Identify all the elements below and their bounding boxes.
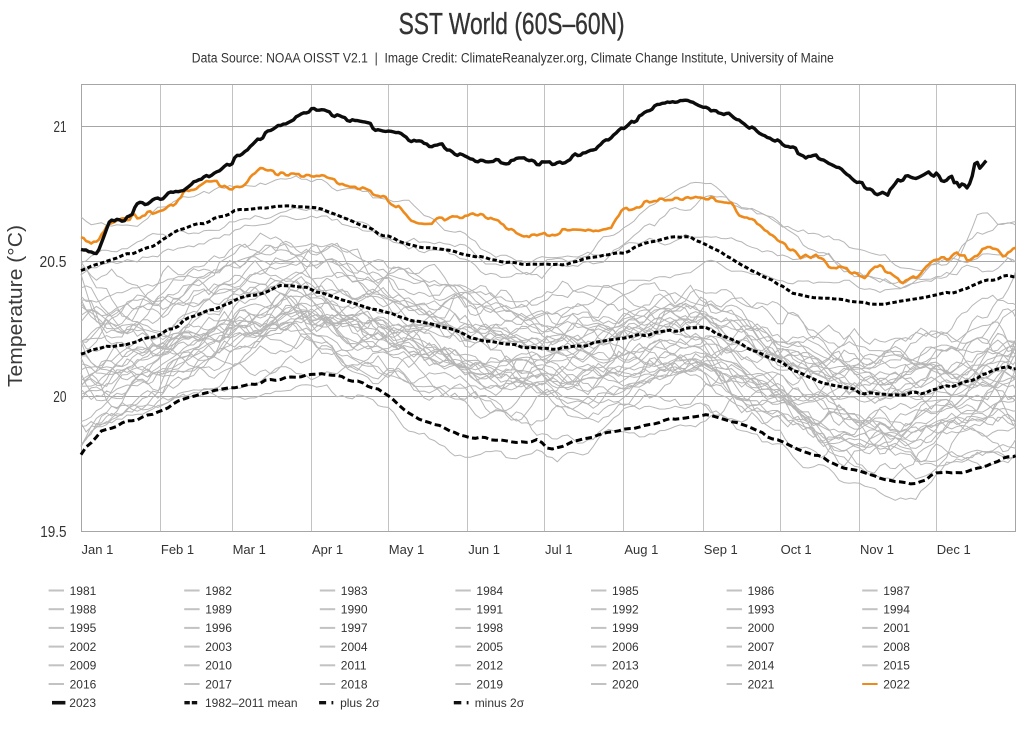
svg-text:2014: 2014	[748, 659, 775, 673]
svg-text:1986: 1986	[748, 584, 775, 598]
svg-text:2009: 2009	[70, 659, 97, 673]
svg-text:Sep 1: Sep 1	[704, 542, 738, 557]
svg-text:2002: 2002	[70, 640, 97, 654]
svg-text:Jun 1: Jun 1	[468, 542, 500, 557]
svg-text:Feb 1: Feb 1	[161, 542, 194, 557]
svg-text:SST World (60S–60N): SST World (60S–60N)	[399, 6, 625, 41]
svg-text:1988: 1988	[70, 603, 97, 617]
svg-text:May 1: May 1	[389, 542, 424, 557]
svg-text:2017: 2017	[205, 677, 232, 691]
svg-text:1984: 1984	[476, 584, 503, 598]
svg-text:Data Source: NOAA OISST V2.1: Data Source: NOAA OISST V2.1 | Image Cre…	[192, 51, 834, 66]
svg-text:20.5: 20.5	[40, 254, 67, 271]
svg-text:Oct 1: Oct 1	[781, 542, 812, 557]
svg-text:1992: 1992	[612, 603, 639, 617]
svg-text:2021: 2021	[748, 677, 775, 691]
svg-text:Mar 1: Mar 1	[233, 542, 266, 557]
svg-text:2015: 2015	[883, 659, 910, 673]
svg-text:20: 20	[53, 389, 66, 406]
svg-text:2005: 2005	[476, 640, 503, 654]
svg-text:1991: 1991	[476, 603, 503, 617]
svg-text:Nov 1: Nov 1	[860, 542, 894, 557]
svg-text:2022: 2022	[883, 677, 910, 691]
svg-text:2011: 2011	[341, 659, 367, 673]
svg-text:2004: 2004	[341, 640, 368, 654]
svg-text:1990: 1990	[341, 603, 368, 617]
svg-text:Temperature (°C): Temperature (°C)	[5, 225, 27, 387]
svg-text:1997: 1997	[341, 621, 368, 635]
svg-text:2019: 2019	[476, 677, 503, 691]
svg-text:1982–2011 mean: 1982–2011 mean	[205, 696, 298, 710]
svg-text:1985: 1985	[612, 584, 639, 598]
svg-text:2006: 2006	[612, 640, 639, 654]
svg-text:1987: 1987	[883, 584, 910, 598]
svg-text:Dec 1: Dec 1	[937, 542, 971, 557]
svg-text:Jul 1: Jul 1	[545, 542, 572, 557]
svg-text:1981: 1981	[70, 584, 97, 598]
svg-text:2012: 2012	[476, 659, 503, 673]
svg-text:19.5: 19.5	[40, 524, 66, 541]
svg-text:1989: 1989	[205, 603, 232, 617]
svg-text:Apr 1: Apr 1	[312, 542, 343, 557]
svg-text:minus 2σ: minus 2σ	[475, 696, 525, 710]
svg-text:2023: 2023	[69, 696, 96, 710]
svg-text:2016: 2016	[70, 677, 97, 691]
svg-text:2000: 2000	[748, 621, 775, 635]
svg-text:1994: 1994	[883, 603, 910, 617]
svg-text:Aug 1: Aug 1	[624, 542, 658, 557]
svg-text:1998: 1998	[476, 621, 503, 635]
svg-text:21: 21	[54, 119, 67, 136]
svg-text:1983: 1983	[341, 584, 368, 598]
svg-text:2010: 2010	[205, 659, 232, 673]
svg-text:2018: 2018	[341, 677, 368, 691]
svg-text:2013: 2013	[612, 659, 639, 673]
svg-text:1993: 1993	[748, 603, 775, 617]
svg-text:2001: 2001	[883, 621, 910, 635]
svg-text:1982: 1982	[205, 584, 232, 598]
svg-text:2007: 2007	[748, 640, 775, 654]
svg-text:plus 2σ: plus 2σ	[340, 696, 380, 710]
svg-text:1999: 1999	[612, 621, 639, 635]
svg-text:2003: 2003	[205, 640, 232, 654]
svg-text:1996: 1996	[205, 621, 232, 635]
svg-text:2008: 2008	[883, 640, 910, 654]
svg-text:1995: 1995	[70, 621, 97, 635]
svg-text:2020: 2020	[612, 677, 639, 691]
svg-text:Jan 1: Jan 1	[82, 542, 114, 557]
